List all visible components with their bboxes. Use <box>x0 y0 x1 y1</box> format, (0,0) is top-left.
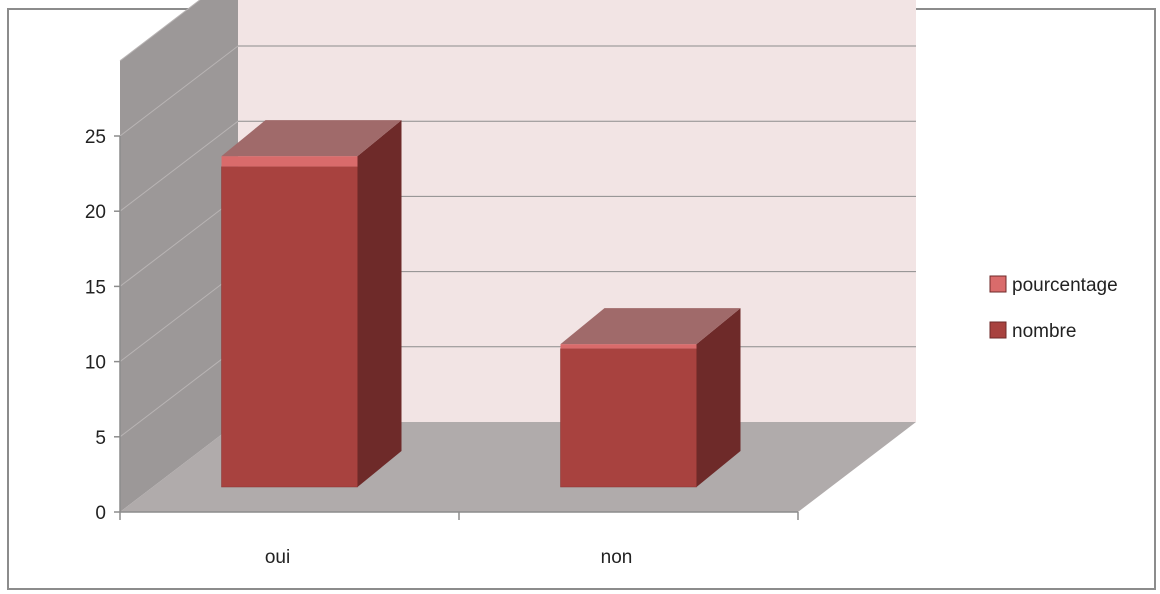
bar-pourcentage-non <box>560 344 697 349</box>
y-tick-label: 0 <box>95 503 106 524</box>
bar-side-non <box>696 308 741 487</box>
y-tick-label: 5 <box>95 428 106 449</box>
side-wall <box>120 0 238 512</box>
gridline-side <box>119 45 239 137</box>
gridline-side <box>119 120 239 212</box>
y-tick-label: 20 <box>85 202 106 223</box>
bar-group-non <box>560 308 741 488</box>
bar-side-oui <box>357 120 402 488</box>
y-tick-label: 10 <box>85 353 106 374</box>
bar-top-oui <box>221 120 402 157</box>
back-wall <box>238 0 916 422</box>
bar-nombre-non <box>560 348 697 488</box>
gridline-side <box>119 0 201 62</box>
bar-nombre-oui <box>221 166 358 488</box>
legend-label-nombre: nombre <box>1012 321 1076 342</box>
gridline-side <box>119 271 239 362</box>
bar-group-oui <box>221 120 402 488</box>
bar-top-non <box>560 308 741 345</box>
legend-label-pourcentage: pourcentage <box>1012 275 1118 296</box>
bar-pourcentage-oui <box>221 156 358 167</box>
legend-swatch-nombre <box>989 321 1007 339</box>
legend-swatch-pourcentage <box>989 275 1007 293</box>
x-tick-label: oui <box>265 547 290 568</box>
gridline-side <box>119 346 239 438</box>
gridline-side <box>119 196 239 287</box>
y-tick-label: 15 <box>85 277 106 298</box>
y-tick-label: 25 <box>85 127 106 148</box>
x-tick-label: non <box>601 547 633 568</box>
